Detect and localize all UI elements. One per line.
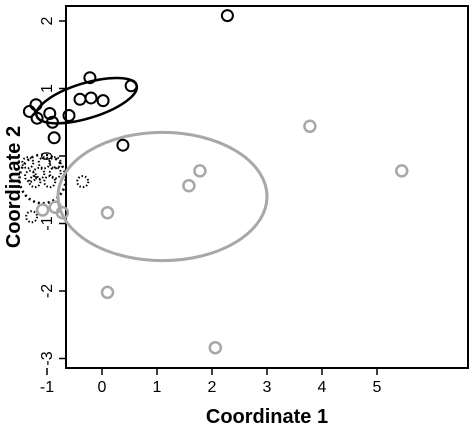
dotted-black-data-point (37, 156, 51, 170)
x-tick-label: -1 (40, 379, 54, 396)
group-ellipses (18, 76, 269, 263)
gray-data-point (303, 119, 317, 134)
solid-black-data-point (124, 79, 138, 93)
solid-black-data-point (73, 92, 87, 106)
y-tick-label: -1 (39, 216, 56, 230)
solid-black-data-point (29, 98, 43, 112)
solid-black-data-point (62, 109, 76, 122)
dotted-black-data-point (32, 167, 46, 181)
gray-data-point (193, 164, 207, 178)
gray-data-point (395, 164, 409, 178)
y-tick-label: 1 (39, 84, 56, 93)
dotted-black-data-point (21, 156, 35, 170)
solid-black-data-point (43, 106, 57, 120)
solid-black-data-point (83, 71, 97, 85)
solid-black-data-point (116, 138, 130, 152)
dotted-black-data-point (25, 210, 39, 224)
y-tick-label: -2 (39, 284, 56, 298)
dotted-black-data-point (48, 166, 62, 180)
dotted-black-data-point (24, 169, 37, 183)
x-tick-label: 1 (153, 379, 162, 396)
solid-black-data-point (46, 115, 59, 129)
gray-data-point (100, 205, 115, 220)
gray-data-point (55, 205, 70, 220)
x-tick-label: 3 (263, 379, 272, 396)
gray-data-point (182, 178, 196, 193)
solid-black-data-point (84, 91, 98, 105)
solid-black-data-point (96, 94, 110, 108)
x-tick-label: 5 (373, 379, 382, 396)
gray-data-point (35, 203, 50, 217)
gray-data-point (100, 285, 115, 300)
dotted-black-data-point (76, 175, 90, 189)
dotted-black-data-point (43, 175, 57, 189)
x-tick-label: 0 (98, 379, 107, 396)
gray-group-ellipse (56, 130, 269, 263)
dotted-black-data-point (28, 175, 42, 189)
solid-black-data-point (22, 104, 36, 118)
y-axis-label: Coordinate 2 (3, 126, 25, 248)
gray-data-point (208, 340, 223, 355)
x-axis: -1 0 1 2 3 4 5 (40, 368, 382, 396)
solid-black-data-point (30, 111, 44, 125)
y-tick-label: -3 (39, 351, 56, 365)
x-tick-label: 2 (208, 379, 217, 396)
solid-black-data-point (47, 131, 61, 145)
solid-black-data-point (220, 9, 234, 23)
y-tick-label: 2 (39, 16, 56, 25)
x-tick-label: 4 (318, 379, 327, 396)
data-points (21, 9, 409, 355)
x-axis-label: Coordinate 1 (206, 406, 328, 428)
